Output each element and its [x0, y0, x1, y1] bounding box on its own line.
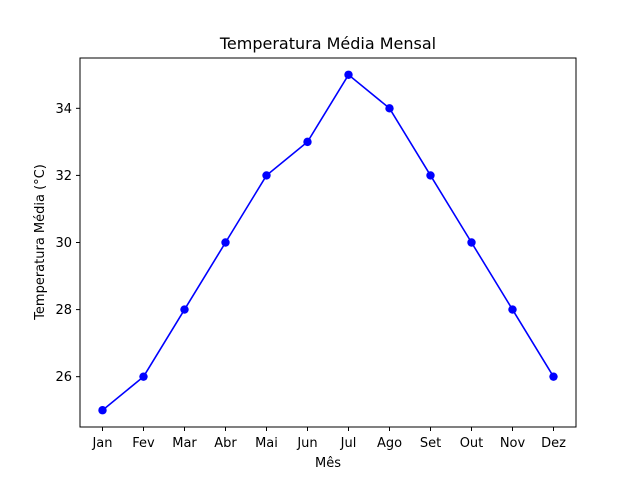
data-point	[467, 238, 476, 247]
data-point	[303, 137, 312, 147]
data-point	[344, 70, 353, 79]
x-tick-label: Dez	[541, 436, 566, 451]
data-point	[426, 171, 435, 180]
x-tick-label: Jul	[340, 436, 357, 451]
x-axis-label: Mês	[315, 456, 341, 471]
y-tick-label: 26	[55, 370, 72, 385]
y-tick-label: 30	[55, 236, 72, 251]
y-tick-label: 28	[55, 303, 72, 318]
data-point	[139, 372, 148, 381]
x-tick-label: Jan	[91, 436, 112, 451]
data-point	[98, 406, 107, 415]
x-tick-label: Jun	[296, 436, 317, 451]
y-tick-label: 34	[55, 102, 72, 117]
x-tick-label: Abr	[214, 436, 237, 451]
data-point	[508, 305, 517, 314]
data-point	[549, 372, 558, 381]
x-tick-label: Mai	[255, 436, 278, 451]
data-point	[262, 171, 271, 180]
chart-title: Temperatura Média Mensal	[219, 34, 436, 53]
x-tick-label: Ago	[377, 436, 402, 451]
x-tick-label: Nov	[500, 436, 526, 451]
data-point	[221, 238, 230, 247]
x-tick-label: Mar	[172, 436, 197, 451]
x-tick-label: Out	[460, 436, 484, 451]
y-axis-label: Temperatura Média (°C)	[33, 164, 48, 321]
x-tick-label: Set	[420, 436, 441, 451]
plot-frame	[79, 57, 577, 428]
data-point	[385, 104, 394, 113]
x-tick-label: Fev	[132, 436, 155, 451]
plot-area: Jan Fev Mar Abr Mai Jun Jul Ago Set Out Nov Dez 26 28…	[55, 70, 566, 451]
series-line	[101, 73, 555, 411]
y-tick-label: 32	[55, 169, 72, 184]
data-point	[180, 305, 189, 314]
